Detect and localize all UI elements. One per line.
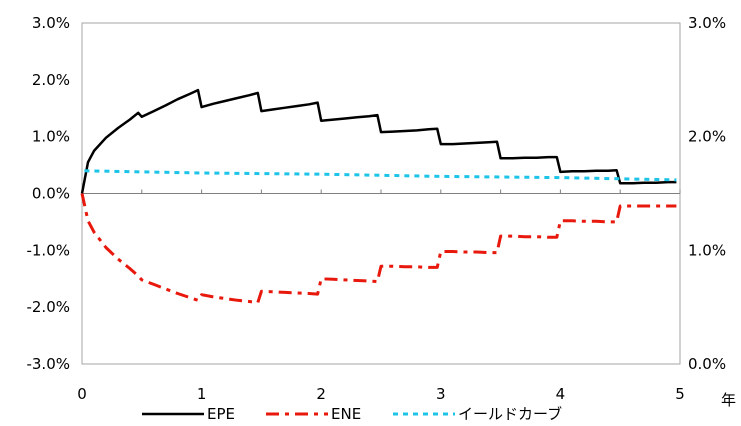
legend: EPE ENE イールドカーブ	[142, 405, 562, 423]
left-y-tick-label: 2.0%	[32, 71, 70, 89]
right-y-tick-label: 3.0%	[688, 14, 726, 32]
x-axis-label: 年	[721, 391, 736, 409]
left-y-tick-label: -2.0%	[26, 298, 70, 316]
x-tick-label: 5	[675, 385, 685, 403]
left-y-tick-label: -1.0%	[26, 241, 70, 259]
series-line-epe	[80, 88, 677, 194]
left-y-tick-label: 1.0%	[32, 128, 70, 146]
legend-label-ene: ENE	[331, 405, 361, 423]
right-y-tick-label: 0.0%	[688, 355, 726, 373]
x-tick-label: 2	[316, 385, 326, 403]
series-lines	[80, 88, 677, 305]
x-tick-label: 1	[197, 385, 207, 403]
legend-label-yield-curve: イールドカーブ	[458, 405, 562, 423]
legend-label-epe: EPE	[207, 405, 235, 423]
right-y-tick-labels: 3.0% 2.0% 1.0% 0.0%	[688, 14, 726, 373]
x-tick-label: 3	[436, 385, 446, 403]
x-tick-labels: 0 1 2 3 4 5	[77, 385, 685, 403]
left-y-tick-label: -3.0%	[26, 355, 70, 373]
x-tick-label: 0	[77, 385, 87, 403]
left-y-tick-label: 0.0%	[32, 185, 70, 203]
right-y-tick-label: 2.0%	[688, 128, 726, 146]
series-line-ene	[80, 193, 677, 305]
x-tick-label: 4	[556, 385, 566, 403]
left-y-tick-label: 3.0%	[32, 14, 70, 32]
right-y-tick-label: 1.0%	[688, 241, 726, 259]
left-y-tick-labels: 3.0% 2.0% 1.0% 0.0% -1.0% -2.0% -3.0%	[26, 14, 70, 373]
